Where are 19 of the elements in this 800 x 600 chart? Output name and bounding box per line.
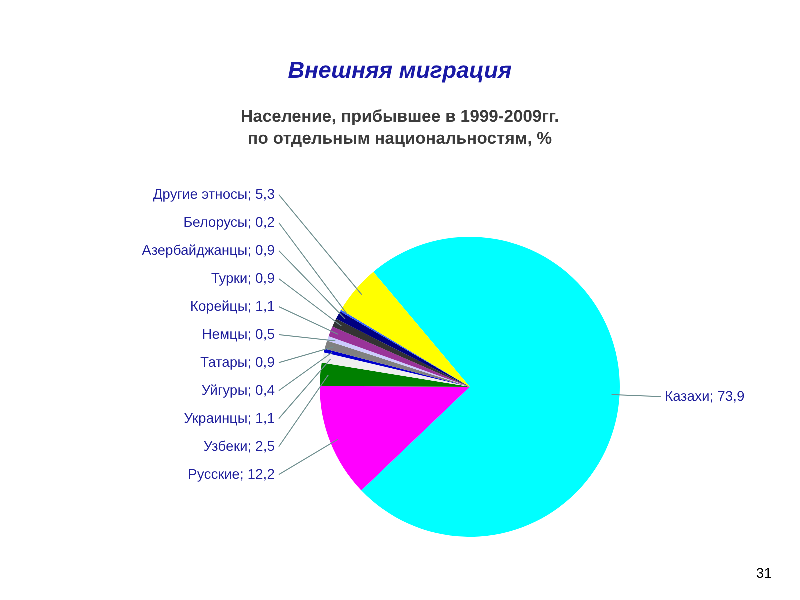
chart-title: Внешняя миграция [288,57,512,83]
pie-slice [341,272,470,387]
slice-label: Татары; 0,9 [200,354,276,370]
slice-label: Уйгуры; 0,4 [202,382,276,398]
slice-label: Казахи; 73,9 [665,388,746,404]
slice-label: Русские; 12,2 [188,466,276,482]
slice-label: Корейцы; 1,1 [190,298,276,314]
pie-slice [320,386,470,491]
slice-label: Другие этносы; 5,3 [153,186,276,202]
slice-label: Узбеки; 2,5 [204,438,276,454]
slice-label: Азербайджанцы; 0,9 [142,242,276,258]
slice-label: Украинцы; 1,1 [184,410,276,426]
slice-label: Турки; 0,9 [211,270,276,286]
chart-subtitle: Население, прибывшее в 1999-2009гг. по отдельным национальностям, % [240,107,560,148]
pie-slice [362,237,620,537]
pie-slice [320,362,470,387]
slice-label: Немцы; 0,5 [202,326,276,342]
text: 31 [756,565,772,581]
slice-label: Белорусы; 0,2 [184,214,276,230]
